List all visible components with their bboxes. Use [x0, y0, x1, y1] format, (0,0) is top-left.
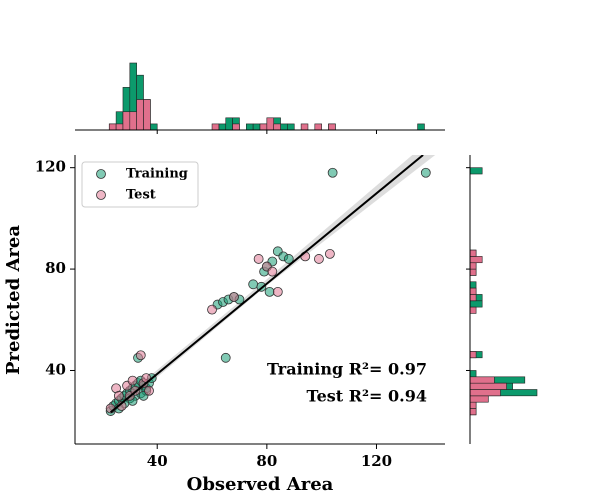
- y-hist-bar: [469, 262, 477, 270]
- legend-label: Test: [126, 188, 156, 203]
- legend-marker: [96, 169, 106, 179]
- point: [113, 390, 124, 401]
- point: [264, 286, 275, 297]
- point: [207, 304, 217, 315]
- y-hist-bar: [469, 395, 489, 403]
- y-hist-bar: [469, 382, 507, 390]
- x-hist-bar: [328, 123, 336, 131]
- x-hist-bar: [259, 123, 268, 131]
- y-hist-bar: [469, 249, 477, 257]
- x-hist-bar: [417, 123, 425, 131]
- y-hist-bar: [469, 370, 477, 378]
- point: [248, 279, 259, 290]
- y-hist-bar: [469, 408, 477, 416]
- x-hist-bar: [314, 123, 322, 131]
- y-hist-bar: [469, 281, 477, 289]
- point: [272, 286, 283, 297]
- point: [267, 266, 278, 277]
- plot-area: [105, 155, 436, 417]
- x-hist-bar: [245, 123, 254, 131]
- legend-marker: [96, 190, 106, 200]
- y-axis-label: Predicted Area: [3, 225, 24, 375]
- y-tick-label: 80: [45, 259, 66, 277]
- x-hist-bar: [232, 123, 240, 131]
- y-hist-bar: [469, 287, 477, 295]
- x-hist-bar: [218, 123, 227, 131]
- x-hist-bar: [266, 117, 275, 131]
- x-hist-bar: [280, 123, 288, 131]
- x-hist-bar: [225, 117, 233, 131]
- y-tick-label: 120: [35, 158, 66, 176]
- legend-label: Training: [126, 167, 188, 182]
- x-hist-bar: [108, 123, 117, 131]
- point: [127, 375, 138, 386]
- point: [324, 248, 335, 259]
- point: [283, 254, 294, 264]
- point: [229, 292, 239, 302]
- y-hist-bar: [469, 268, 477, 276]
- x-hist-bar: [143, 99, 151, 131]
- point: [253, 254, 264, 264]
- x-hist-bar: [150, 123, 158, 131]
- x-hist-bar: [300, 123, 309, 131]
- x-hist-bar: [115, 123, 124, 131]
- annotation: Training R²= 0.97: [267, 360, 427, 379]
- annotation: Test R²= 0.94: [307, 387, 427, 406]
- y-hist-bar: [469, 389, 501, 397]
- x-hist-bar: [273, 123, 281, 131]
- x-hist-bar: [136, 99, 144, 131]
- y-hist-bar: [469, 294, 477, 302]
- x-axis-label: Observed Area: [187, 474, 334, 495]
- legend-box: [81, 161, 199, 208]
- y-hist-bar: [469, 256, 483, 264]
- point: [144, 385, 154, 396]
- y-tick-label: 40: [45, 360, 66, 378]
- x-hist-bar: [129, 111, 137, 131]
- point: [135, 350, 146, 361]
- x-tick-label: 80: [256, 452, 277, 470]
- point: [327, 167, 338, 178]
- y-hist-bar: [469, 167, 483, 175]
- fit-line: [109, 155, 424, 414]
- x-tick-label: 120: [361, 452, 392, 470]
- point: [220, 352, 231, 363]
- x-hist-bar: [252, 123, 261, 131]
- x-tick-label: 40: [147, 452, 168, 470]
- y-hist-bar: [469, 306, 477, 314]
- point: [314, 254, 324, 264]
- x-hist-bar: [122, 111, 131, 131]
- y-hist-bar: [469, 401, 477, 409]
- point: [420, 167, 431, 178]
- y-hist-bar: [469, 300, 483, 308]
- x-hist-bar: [287, 123, 295, 131]
- y-hist-bar: [469, 376, 495, 384]
- x-hist-bar: [211, 123, 220, 131]
- y-hist-bar: [469, 351, 477, 359]
